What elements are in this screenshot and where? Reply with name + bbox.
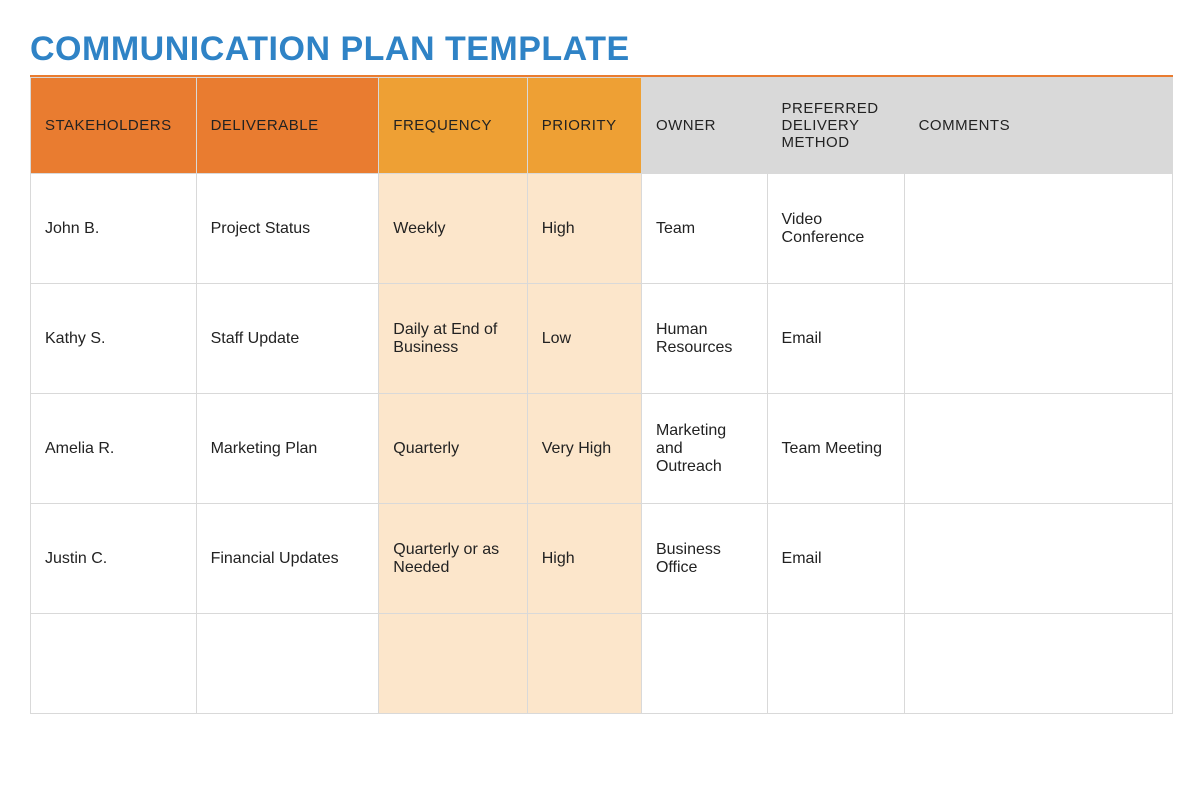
table-cell: Kathy S. xyxy=(31,284,197,394)
table-cell xyxy=(904,504,1172,614)
table-cell: Team xyxy=(641,174,767,284)
table-row xyxy=(31,614,1173,714)
table-cell: Quarterly xyxy=(379,394,527,504)
communication-plan-table: STAKEHOLDERSDELIVERABLEFREQUENCYPRIORITY… xyxy=(30,77,1173,714)
table-cell: Daily at End of Business xyxy=(379,284,527,394)
table-cell: High xyxy=(527,504,641,614)
table-cell: Weekly xyxy=(379,174,527,284)
table-cell xyxy=(31,614,197,714)
table-header-cell: PREFERRED DELIVERY METHOD xyxy=(767,78,904,174)
table-cell xyxy=(904,174,1172,284)
table-cell xyxy=(196,614,379,714)
table-header-cell: OWNER xyxy=(641,78,767,174)
table-cell: Project Status xyxy=(196,174,379,284)
table-cell: Team Meeting xyxy=(767,394,904,504)
table-cell xyxy=(904,394,1172,504)
table-head: STAKEHOLDERSDELIVERABLEFREQUENCYPRIORITY… xyxy=(31,78,1173,174)
table-header-cell: PRIORITY xyxy=(527,78,641,174)
table-cell xyxy=(527,614,641,714)
table-header-cell: STAKEHOLDERS xyxy=(31,78,197,174)
table-cell: Email xyxy=(767,504,904,614)
table-row: Justin C.Financial UpdatesQuarterly or a… xyxy=(31,504,1173,614)
table-row: Amelia R.Marketing PlanQuarterlyVery Hig… xyxy=(31,394,1173,504)
page-title: COMMUNICATION PLAN TEMPLATE xyxy=(30,30,1173,69)
table-cell xyxy=(379,614,527,714)
table-cell: John B. xyxy=(31,174,197,284)
table-cell xyxy=(641,614,767,714)
table-cell: Staff Update xyxy=(196,284,379,394)
table-cell xyxy=(767,614,904,714)
table-header-cell: DELIVERABLE xyxy=(196,78,379,174)
table-cell: Business Office xyxy=(641,504,767,614)
table-cell xyxy=(904,614,1172,714)
table-body: John B.Project StatusWeeklyHighTeamVideo… xyxy=(31,174,1173,714)
table-cell: Justin C. xyxy=(31,504,197,614)
table-cell: Human Resources xyxy=(641,284,767,394)
table-header-cell: FREQUENCY xyxy=(379,78,527,174)
table-row: Kathy S.Staff UpdateDaily at End of Busi… xyxy=(31,284,1173,394)
table-cell: Marketing and Outreach xyxy=(641,394,767,504)
table-cell: Video Conference xyxy=(767,174,904,284)
table-cell: High xyxy=(527,174,641,284)
table-cell: Quarterly or as Needed xyxy=(379,504,527,614)
table-cell: Amelia R. xyxy=(31,394,197,504)
table-header-row: STAKEHOLDERSDELIVERABLEFREQUENCYPRIORITY… xyxy=(31,78,1173,174)
table-cell: Email xyxy=(767,284,904,394)
table-row: John B.Project StatusWeeklyHighTeamVideo… xyxy=(31,174,1173,284)
table-cell xyxy=(904,284,1172,394)
table-cell: Marketing Plan xyxy=(196,394,379,504)
table-header-cell: COMMENTS xyxy=(904,78,1172,174)
table-cell: Low xyxy=(527,284,641,394)
table-cell: Very High xyxy=(527,394,641,504)
table-cell: Financial Updates xyxy=(196,504,379,614)
